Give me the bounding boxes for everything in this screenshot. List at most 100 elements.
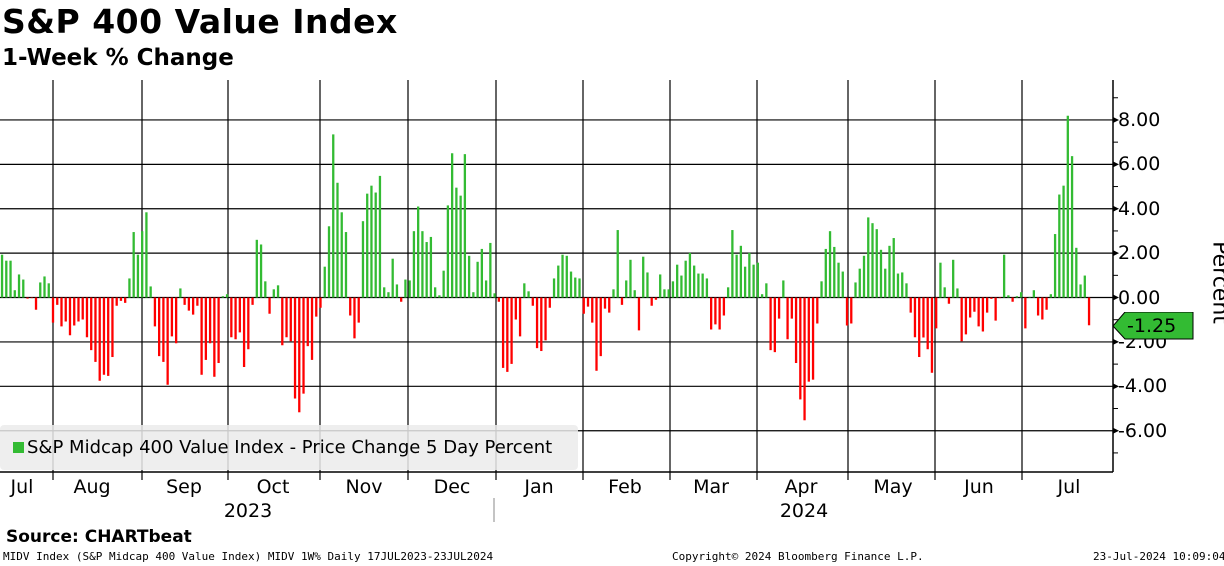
x-tick-label: May: [873, 476, 913, 498]
bar: [251, 297, 254, 305]
bar: [306, 297, 309, 347]
bar: [947, 297, 951, 304]
bar: [854, 282, 857, 298]
bar: [794, 297, 798, 364]
bar: [455, 187, 458, 298]
bar: [179, 288, 182, 298]
bar: [111, 297, 114, 358]
bar: [956, 288, 959, 298]
bar: [935, 297, 938, 329]
bar: [39, 282, 42, 298]
last-value: -1.25: [1127, 315, 1177, 337]
bar: [760, 294, 764, 298]
bar: [136, 254, 140, 298]
bar: [493, 293, 496, 298]
bar: [790, 297, 793, 319]
bar: [187, 297, 191, 311]
bar: [879, 249, 883, 298]
bar: [302, 297, 305, 394]
bar: [1075, 247, 1078, 298]
bar: [1015, 296, 1019, 298]
bar: [608, 297, 611, 313]
bar: [132, 232, 135, 298]
bar: [1002, 254, 1006, 298]
bar: [1041, 297, 1044, 320]
bar: [90, 297, 93, 351]
bar: [799, 297, 802, 400]
bar: [383, 287, 386, 298]
bar: [981, 297, 985, 332]
bar: [1045, 297, 1048, 310]
bar: [998, 297, 1002, 299]
bar: [472, 292, 475, 298]
bar: [463, 154, 467, 298]
bar: [743, 266, 747, 298]
bar: [73, 297, 76, 326]
bar: [1028, 296, 1031, 298]
bar: [281, 297, 284, 346]
bar: [676, 264, 679, 298]
bar: [47, 283, 50, 298]
bar: [671, 281, 675, 298]
bar: [56, 297, 59, 305]
legend-swatch-icon: [13, 442, 24, 453]
timestamp: 23-Jul-2024 10:09:04: [1093, 550, 1224, 563]
bar: [659, 274, 662, 298]
bar: [204, 297, 208, 360]
bar: [315, 297, 318, 317]
bar: [896, 273, 900, 298]
bar: [909, 297, 912, 313]
bar: [467, 255, 471, 298]
bar: [714, 297, 717, 325]
bar: [327, 226, 331, 298]
bar: [582, 297, 585, 314]
bar: [391, 258, 394, 298]
bar: [599, 297, 602, 357]
bar: [9, 260, 12, 298]
bar: [400, 297, 403, 302]
bar: [1066, 115, 1069, 298]
bar: [943, 287, 946, 298]
bar: [574, 277, 577, 298]
y-tick-label: 0.00: [1118, 286, 1161, 309]
bar: [735, 254, 738, 298]
bar: [408, 280, 411, 298]
bar: [680, 275, 683, 298]
bar: [862, 255, 866, 298]
bar: [918, 297, 921, 358]
bar: [344, 232, 348, 298]
chart-title: S&P 400 Value Index: [2, 2, 398, 41]
x-tick-label: Dec: [433, 476, 471, 498]
bar: [378, 175, 382, 298]
x-tick-label: Jul: [1057, 476, 1081, 498]
bar: [616, 230, 619, 298]
bar: [752, 264, 755, 298]
bar: [552, 278, 556, 298]
bar: [964, 297, 968, 335]
bar: [871, 223, 874, 298]
bar: [319, 297, 322, 308]
bar: [586, 297, 590, 307]
bar: [289, 297, 292, 342]
bar: [94, 297, 97, 362]
bar: [557, 265, 560, 298]
bar: [340, 212, 343, 298]
bar: [667, 289, 670, 298]
bar: [1032, 290, 1036, 298]
bar: [501, 297, 505, 368]
bar: [208, 297, 212, 344]
bar: [276, 285, 280, 298]
bar: [603, 297, 607, 309]
bar: [913, 297, 917, 338]
bar: [438, 295, 441, 298]
bar: [242, 297, 246, 368]
bar: [107, 297, 110, 376]
bar: [705, 278, 709, 298]
bar: [841, 271, 844, 298]
bar: [731, 230, 734, 298]
bar: [969, 297, 972, 318]
bar: [548, 297, 551, 308]
bar: [994, 297, 997, 321]
bar: [782, 280, 785, 298]
